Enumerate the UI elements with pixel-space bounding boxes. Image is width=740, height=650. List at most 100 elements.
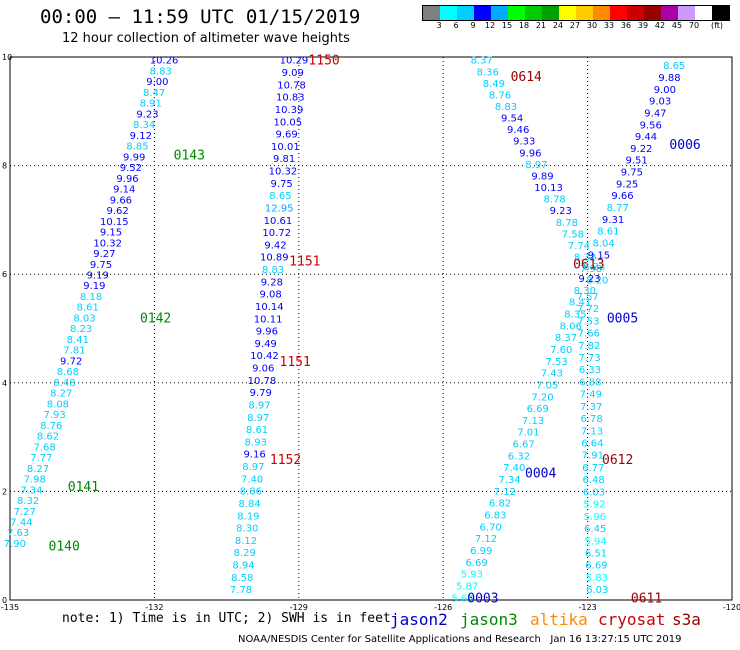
wave-height-label: 7.13 [581, 426, 603, 437]
wave-height-label: 8.62 [37, 432, 59, 443]
wave-height-label: 8.86 [240, 487, 262, 498]
wave-height-label: 9.66 [110, 195, 132, 206]
color-swatch-7 [542, 6, 559, 20]
wave-height-label: 7.12 [494, 487, 516, 498]
credit-text: NOAA/NESDIS Center for Satellite Applica… [238, 634, 681, 645]
credit-timestamp: Jan 16 13:27:15 UTC 2019 [550, 634, 682, 645]
pass-time-label: 0140 [49, 540, 80, 555]
wave-height-label: 7.43 [541, 369, 563, 380]
wave-height-label: 7.93 [43, 410, 65, 421]
pass-time-label: 1151 [280, 355, 311, 370]
wave-height-label: 10.29 [280, 56, 309, 67]
wave-height-label: 9.49 [255, 339, 277, 350]
wave-height-label: 9.28 [261, 277, 283, 288]
color-swatch-0 [423, 6, 440, 20]
pass-time-label: 0614 [511, 70, 542, 85]
pass-time-label: 0142 [140, 312, 171, 327]
wave-height-label: 9.22 [630, 144, 652, 155]
color-label-10: 33 [603, 21, 615, 30]
color-label-11: 36 [620, 21, 632, 30]
wave-height-label: 7.57 [576, 292, 598, 303]
wave-height-label: 8.76 [489, 90, 511, 101]
wave-height-label: 9.51 [625, 156, 647, 167]
wave-height-label: 8.36 [477, 67, 499, 78]
wave-height-label: 8.08 [47, 399, 69, 410]
wave-height-label: 8.27 [50, 389, 72, 400]
wave-height-label: 9.75 [271, 179, 293, 190]
note-text: note: 1) Time is in UTC; 2) SWH is in fe… [62, 611, 391, 626]
color-label-1: 6 [453, 21, 459, 30]
color-label-2: 9 [470, 21, 476, 30]
wave-height-label: 7.74 [568, 241, 590, 252]
pass-time-label: 0612 [602, 453, 633, 468]
wave-height-label: 7.73 [578, 353, 600, 364]
color-swatch-5 [508, 6, 525, 20]
x-tick-label: -126 [434, 603, 452, 612]
wave-height-label: 7.68 [34, 442, 56, 453]
wave-height-label: 6.32 [508, 451, 530, 462]
wave-height-label: 8.85 [126, 142, 148, 153]
pass-time-label: 0005 [607, 312, 638, 327]
color-swatch-2 [457, 6, 474, 20]
wave-height-label: 7.66 [578, 329, 600, 340]
wave-height-label: 7.60 [550, 345, 572, 356]
y-tick-label: 0 [2, 596, 7, 605]
wave-height-label: 8.33 [583, 262, 605, 273]
chart-subtitle: 12 hour collection of altimeter wave hei… [62, 31, 350, 46]
wave-height-label: 5.66 [451, 593, 473, 604]
wave-height-label: 7.40 [241, 474, 263, 485]
wave-height-label: 10.61 [264, 216, 293, 227]
y-tick-label: 4 [2, 379, 7, 388]
wave-height-label: 8.61 [77, 303, 99, 314]
wave-height-label: 9.15 [100, 228, 122, 239]
wave-height-label: 8.12 [235, 536, 257, 547]
color-swatch-12 [627, 6, 644, 20]
wave-height-label: 7.90 [4, 539, 26, 550]
wave-height-label: 9.23 [578, 274, 600, 285]
color-swatch-16 [695, 6, 712, 20]
wave-height-label: 9.81 [273, 154, 295, 165]
wave-height-label: 9.19 [87, 271, 109, 282]
wave-height-label: 9.47 [644, 108, 666, 119]
wave-height-label: 8.19 [237, 511, 259, 522]
wave-height-label: 10.39 [275, 105, 304, 116]
color-swatch-14 [661, 6, 678, 20]
wave-height-label: 7.40 [503, 463, 525, 474]
wave-height-label: 8.18 [80, 292, 102, 303]
credit-org: NOAA/NESDIS Center for Satellite Applica… [238, 634, 541, 645]
color-swatch-17 [712, 6, 729, 20]
x-tick-label: -129 [290, 603, 308, 612]
wave-height-label: 8.78 [556, 218, 578, 229]
wave-height-label: 8.83 [495, 102, 517, 113]
wave-height-label: 9.75 [621, 168, 643, 179]
color-label-7: 24 [552, 21, 564, 30]
wave-height-label: 5.93 [461, 570, 483, 581]
wave-height-label: 6.99 [470, 546, 492, 557]
wave-height-label: 9.19 [83, 281, 105, 292]
wave-height-label: 6.69 [527, 404, 549, 415]
wave-height-label: 10.26 [150, 56, 179, 67]
color-label-15: 70 [688, 21, 700, 30]
color-label-3: 12 [484, 21, 496, 30]
wave-height-label: 8.91 [140, 99, 162, 110]
pass-time-label: 0613 [573, 257, 604, 272]
pass-time-label: 0143 [174, 149, 205, 164]
wave-height-label: 7.91 [582, 451, 604, 462]
wave-height-label: 7.49 [580, 390, 602, 401]
wave-height-label: 8.48 [53, 378, 75, 389]
wave-height-label: 10.78 [248, 376, 277, 387]
wave-height-label: 8.30 [574, 286, 596, 297]
x-tick-label: -132 [145, 603, 163, 612]
color-swatch-8 [559, 6, 576, 20]
wave-height-label: 8.97 [525, 160, 547, 171]
color-swatch-3 [474, 6, 491, 20]
y-tick-label: 6 [2, 270, 7, 279]
wave-height-label: 8.83 [262, 265, 284, 276]
wave-height-label: 9.75 [90, 260, 112, 271]
wave-height-label: 12.95 [265, 203, 294, 214]
wave-height-label: 9.96 [256, 327, 278, 338]
legend-s3a: s3a [672, 610, 701, 629]
wave-height-label: 6.69 [585, 561, 607, 572]
wave-height-label: 7.01 [517, 428, 539, 439]
color-swatch-13 [644, 6, 661, 20]
